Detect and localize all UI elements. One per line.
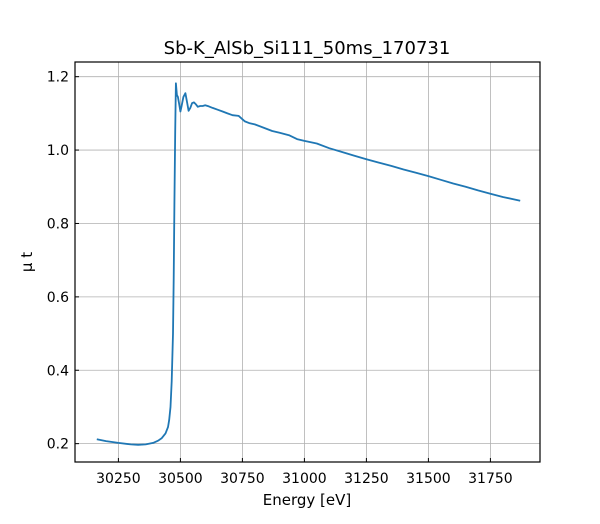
axes-frame xyxy=(75,62,540,462)
y-tick-label: 0.6 xyxy=(47,290,69,306)
x-tick-label: 30250 xyxy=(96,471,141,487)
y-tick-label: 0.2 xyxy=(47,437,69,453)
x-tick-label: 31000 xyxy=(282,471,327,487)
x-tick-label: 31750 xyxy=(468,471,513,487)
grid xyxy=(75,62,540,462)
y-axis-ticks: 0.2 0.4 0.6 0.8 1.0 1.2 xyxy=(47,70,79,453)
x-tick-label: 31250 xyxy=(344,471,389,487)
series-line xyxy=(97,83,520,445)
y-tick-label: 1.0 xyxy=(47,143,69,159)
x-tick-label: 30750 xyxy=(220,471,265,487)
x-tick-label: 30500 xyxy=(158,471,203,487)
y-axis-label: μ t xyxy=(18,252,36,272)
x-tick-label: 31500 xyxy=(406,471,451,487)
y-tick-label: 1.2 xyxy=(47,70,69,86)
x-axis-label: Energy [eV] xyxy=(263,491,351,509)
y-tick-label: 0.8 xyxy=(47,216,69,232)
y-tick-label: 0.4 xyxy=(47,363,69,379)
series-layer xyxy=(97,83,520,445)
chart-title: Sb-K_AlSb_Si111_50ms_170731 xyxy=(164,38,451,59)
